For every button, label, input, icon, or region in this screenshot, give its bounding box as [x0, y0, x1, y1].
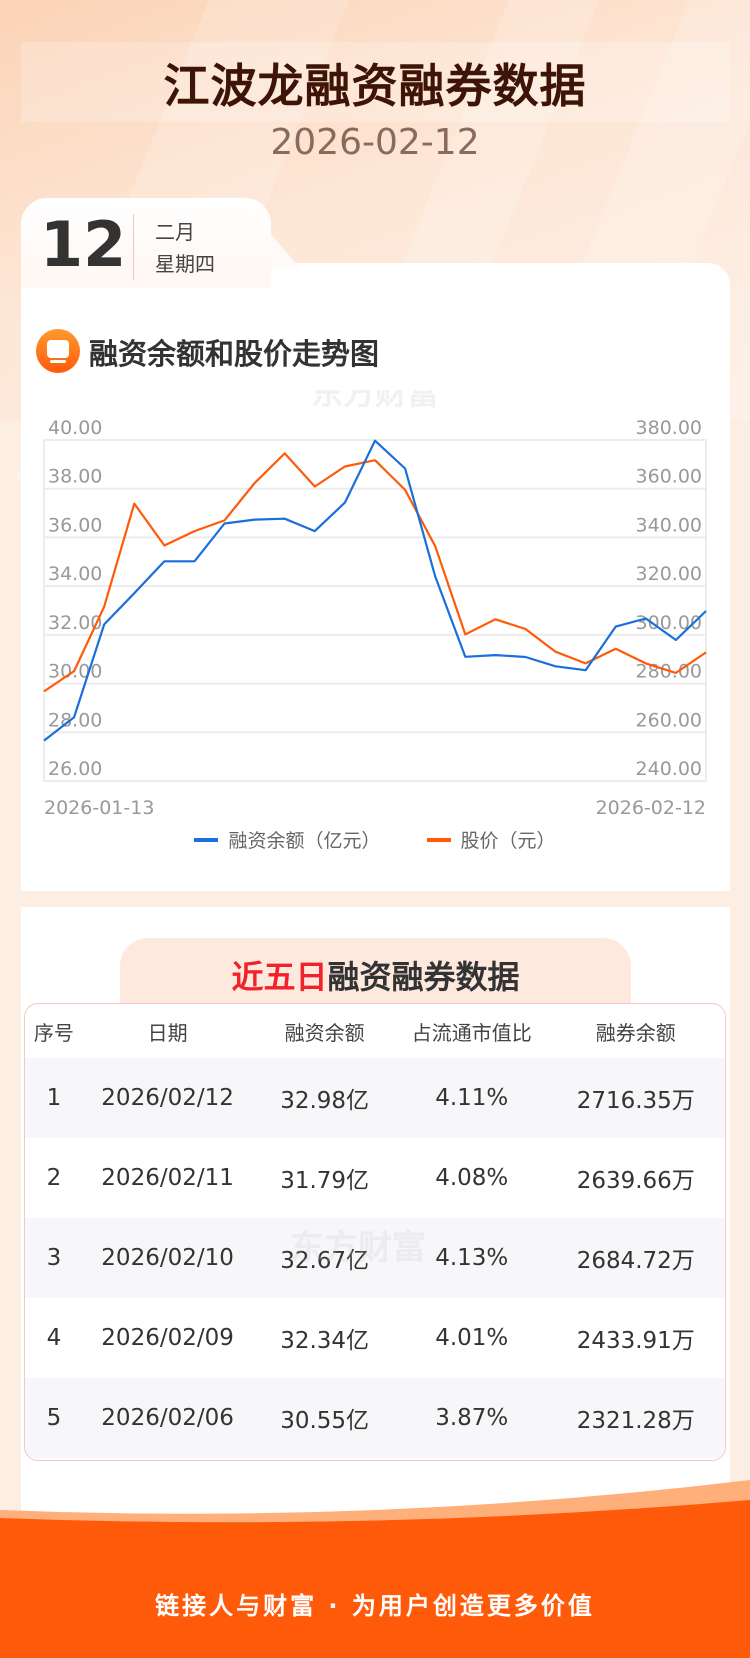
cell-date: 2026/02/12	[101, 1085, 234, 1111]
cell-date: 2026/02/06	[101, 1405, 234, 1431]
y-right-tick-label: 340.00	[636, 514, 702, 536]
cell-short-balance: 2433.91万	[576, 1328, 695, 1354]
footer-band	[0, 1480, 750, 1658]
legend-label: 股价（元）	[460, 830, 556, 852]
margin-data-table: 序号 日期 融资余额 占流通市值比 融券余额 1 2026/02/12 32.98亿…	[24, 1003, 726, 1461]
table-row: 3 2026/02/10 32.67亿 4.13% 2684.72万	[25, 1218, 725, 1298]
date-tab	[21, 198, 271, 288]
chart-section-title: 融资余额和股价走势图	[89, 337, 380, 371]
legend-swatch-orange	[426, 837, 451, 842]
cell-date: 2026/02/11	[101, 1165, 234, 1191]
table-header-row: 序号 日期 融资余额 占流通市值比 融券余额	[25, 1004, 725, 1058]
legend-item-margin-balance: 融资余额（亿元）	[194, 826, 381, 853]
date-weekday: 星期四	[155, 252, 215, 276]
margin-balance-line	[43, 439, 707, 742]
legend-item-price: 股价（元）	[426, 826, 556, 853]
y-left-tick-label: 26.00	[48, 758, 102, 780]
cell-index: 1	[46, 1085, 62, 1111]
y-right-tick-label: 260.00	[636, 709, 702, 731]
y-right-tick-label: 240.00	[636, 758, 702, 780]
page-title: 江波龙融资融券数据	[163, 59, 587, 113]
title-highlight: 近五日	[231, 958, 328, 996]
footer-slogan: 链接人与财富 · 为用户创造更多价值	[155, 1592, 595, 1620]
title-band	[21, 42, 730, 122]
date-month: 二月	[155, 220, 195, 244]
chart-legend: 融资余额（亿元） 股价（元）	[0, 826, 750, 853]
y-right-tick-label: 380.00	[636, 417, 702, 439]
header-short-balance: 融券余额	[595, 1020, 676, 1045]
header-margin-balance: 融资余额	[284, 1020, 365, 1045]
cell-index: 3	[46, 1245, 62, 1271]
page-date: 2026-02-12	[270, 122, 480, 163]
table-row: 5 2026/02/06 30.55亿 3.87% 2321.28万	[25, 1378, 725, 1458]
cell-date: 2026/02/09	[101, 1325, 234, 1351]
plot-frame	[43, 439, 707, 782]
trend-chart-icon	[36, 329, 80, 373]
y-left-tick-label: 38.00	[48, 466, 102, 488]
date-divider	[133, 214, 134, 280]
header-index: 序号	[33, 1020, 74, 1045]
cell-float-ratio: 4.13%	[435, 1245, 509, 1271]
table-row: 1 2026/02/12 32.98亿 4.11% 2716.35万	[25, 1058, 725, 1138]
legend-swatch-blue	[194, 837, 219, 842]
y-right-tick-label: 320.00	[636, 563, 702, 585]
date-day: 12	[40, 208, 127, 281]
cell-margin-balance: 32.34亿	[280, 1328, 370, 1354]
cell-float-ratio: 4.01%	[435, 1325, 509, 1351]
cell-float-ratio: 3.87%	[435, 1405, 509, 1431]
y-left-tick-label: 34.00	[48, 563, 102, 585]
y-left-tick-label: 40.00	[48, 417, 102, 439]
header-float-ratio: 占流通市值比	[411, 1020, 532, 1045]
cell-short-balance: 2684.72万	[576, 1248, 695, 1274]
y-right-tick-label: 300.00	[636, 612, 702, 634]
cell-float-ratio: 4.11%	[435, 1085, 509, 1111]
cell-short-balance: 2321.28万	[576, 1408, 695, 1434]
cell-short-balance: 2716.35万	[576, 1088, 695, 1114]
y-right-tick-label: 360.00	[636, 466, 702, 488]
cell-margin-balance: 31.79亿	[280, 1168, 370, 1194]
title-rest: 融资融券数据	[327, 958, 520, 996]
cell-date: 2026/02/10	[101, 1245, 234, 1271]
cell-float-ratio: 4.08%	[435, 1165, 509, 1191]
table-row: 2 2026/02/11 31.79亿 4.08% 2639.66万	[25, 1138, 725, 1218]
y-left-tick-label: 30.00	[48, 661, 102, 683]
cell-index: 2	[46, 1165, 62, 1191]
y-left-tick-label: 32.00	[48, 612, 102, 634]
header-date: 日期	[147, 1020, 188, 1045]
cell-margin-balance: 32.98亿	[280, 1088, 370, 1114]
watermark: 东方财富	[290, 1228, 426, 1268]
cell-margin-balance: 32.67亿	[280, 1248, 370, 1274]
y-left-tick-label: 36.00	[48, 514, 102, 536]
table-row: 4 2026/02/09 32.34亿 4.01% 2433.91万	[25, 1298, 725, 1378]
x-tick-label: 2026-02-12	[596, 797, 706, 819]
table-section-title: 近五日融资融券数据	[120, 938, 631, 1008]
cell-index: 4	[46, 1325, 62, 1351]
chart-card	[21, 263, 730, 891]
x-tick-label: 2026-01-13	[44, 797, 154, 819]
chart-watermark: 东方财富	[311, 390, 439, 412]
legend-label: 融资余额（亿元）	[228, 830, 381, 852]
cell-short-balance: 2639.66万	[576, 1168, 695, 1194]
cell-index: 5	[46, 1405, 62, 1431]
stock-price-line	[43, 452, 707, 693]
cell-margin-balance: 30.55亿	[280, 1408, 370, 1434]
